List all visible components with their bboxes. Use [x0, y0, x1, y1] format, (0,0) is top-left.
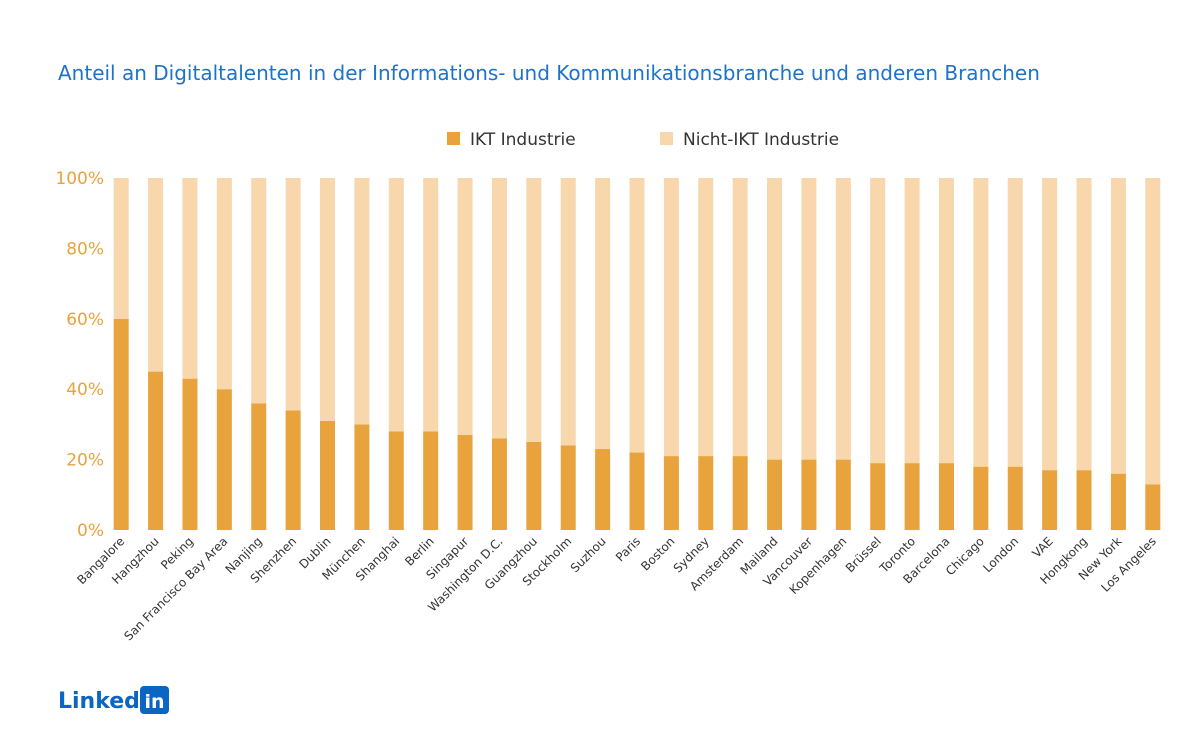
bar-ikt	[663, 456, 679, 530]
logo-wordmark: Linked	[58, 689, 140, 714]
bar-nicht-ikt	[216, 178, 232, 390]
logo-badge	[140, 686, 169, 714]
x-tick-label: Brüssel	[843, 534, 884, 575]
bar-nicht-ikt	[904, 178, 920, 464]
legend-label-nicht-ikt: Nicht-IKT Industrie	[683, 130, 839, 150]
bar-ikt	[320, 420, 336, 530]
bar-ikt	[904, 463, 920, 530]
bar-nicht-ikt	[870, 178, 886, 464]
bar-ikt	[113, 318, 129, 530]
bar-nicht-ikt	[388, 178, 404, 432]
bar-ikt	[1042, 470, 1058, 530]
bar-nicht-ikt	[973, 178, 989, 467]
bar-ikt	[285, 410, 301, 530]
bar-nicht-ikt	[801, 178, 817, 460]
x-tick-label: Paris	[613, 534, 643, 564]
bar-nicht-ikt	[113, 178, 129, 319]
bar-nicht-ikt	[423, 178, 439, 432]
legend: IKT Industrie Nicht-IKT Industrie	[447, 130, 839, 150]
bar-nicht-ikt	[182, 178, 198, 379]
bar-nicht-ikt	[285, 178, 301, 411]
bar-nicht-ikt	[1042, 178, 1058, 471]
bar-nicht-ikt	[148, 178, 164, 372]
bar-ikt	[457, 434, 473, 530]
bar-ikt	[1145, 484, 1161, 530]
bar-nicht-ikt	[320, 178, 336, 421]
bar-nicht-ikt	[354, 178, 370, 425]
bar-ikt	[1007, 466, 1023, 530]
bar-nicht-ikt	[1007, 178, 1023, 467]
bar-ikt	[870, 463, 886, 530]
bar-nicht-ikt	[938, 178, 954, 464]
bar-ikt	[698, 456, 714, 530]
bar-ikt	[801, 459, 817, 530]
bar-nicht-ikt	[698, 178, 714, 457]
y-tick-label: 0%	[77, 521, 104, 541]
bar-ikt	[526, 442, 542, 530]
bar-nicht-ikt	[767, 178, 783, 460]
legend-swatch-nicht-ikt	[660, 132, 673, 145]
bar-ikt	[1110, 473, 1126, 530]
bar-ikt	[560, 445, 576, 530]
bar-nicht-ikt	[251, 178, 267, 404]
linkedin-logo: Linked in	[58, 686, 169, 714]
bar-nicht-ikt	[835, 178, 851, 460]
x-tick-label: London	[980, 534, 1021, 575]
y-tick-label: 80%	[66, 239, 104, 259]
x-tick-label: Suzhou	[568, 534, 609, 575]
bar-ikt	[732, 456, 748, 530]
chart-title: Anteil an Digitaltalenten in der Informa…	[58, 61, 1040, 85]
bar-ikt	[1076, 470, 1092, 530]
y-tick-label: 60%	[66, 310, 104, 330]
bar-nicht-ikt	[629, 178, 645, 453]
bar-ikt	[354, 424, 370, 530]
y-tick-label: 40%	[66, 380, 104, 400]
bar-ikt	[423, 431, 439, 530]
bar-nicht-ikt	[663, 178, 679, 457]
bar-nicht-ikt	[457, 178, 473, 435]
y-tick-label: 20%	[66, 451, 104, 471]
bar-ikt	[595, 449, 611, 530]
bar-nicht-ikt	[526, 178, 542, 442]
bar-ikt	[629, 452, 645, 530]
bar-ikt	[767, 459, 783, 530]
bar-ikt	[835, 459, 851, 530]
bar-nicht-ikt	[732, 178, 748, 457]
bars	[113, 178, 1161, 530]
y-axis: 0% 20% 40% 60% 80% 100%	[55, 169, 104, 541]
bar-ikt	[973, 466, 989, 530]
bar-nicht-ikt	[560, 178, 576, 446]
bar-nicht-ikt	[1145, 178, 1161, 485]
bar-nicht-ikt	[491, 178, 507, 439]
bar-ikt	[938, 463, 954, 530]
x-tick-label: Chicago	[943, 534, 987, 578]
legend-swatch-ikt	[447, 132, 460, 145]
bar-ikt	[182, 378, 198, 530]
bar-ikt	[388, 431, 404, 530]
bar-ikt	[251, 403, 267, 530]
bar-nicht-ikt	[595, 178, 611, 450]
bar-nicht-ikt	[1110, 178, 1126, 474]
bar-nicht-ikt	[1076, 178, 1092, 471]
logo-badge-text: in	[144, 691, 164, 713]
bar-ikt	[216, 389, 232, 530]
x-tick-label: VAE	[1029, 534, 1055, 560]
bar-ikt	[491, 438, 507, 530]
y-tick-label: 100%	[55, 169, 104, 189]
legend-label-ikt: IKT Industrie	[470, 130, 576, 150]
bar-ikt	[148, 371, 164, 530]
